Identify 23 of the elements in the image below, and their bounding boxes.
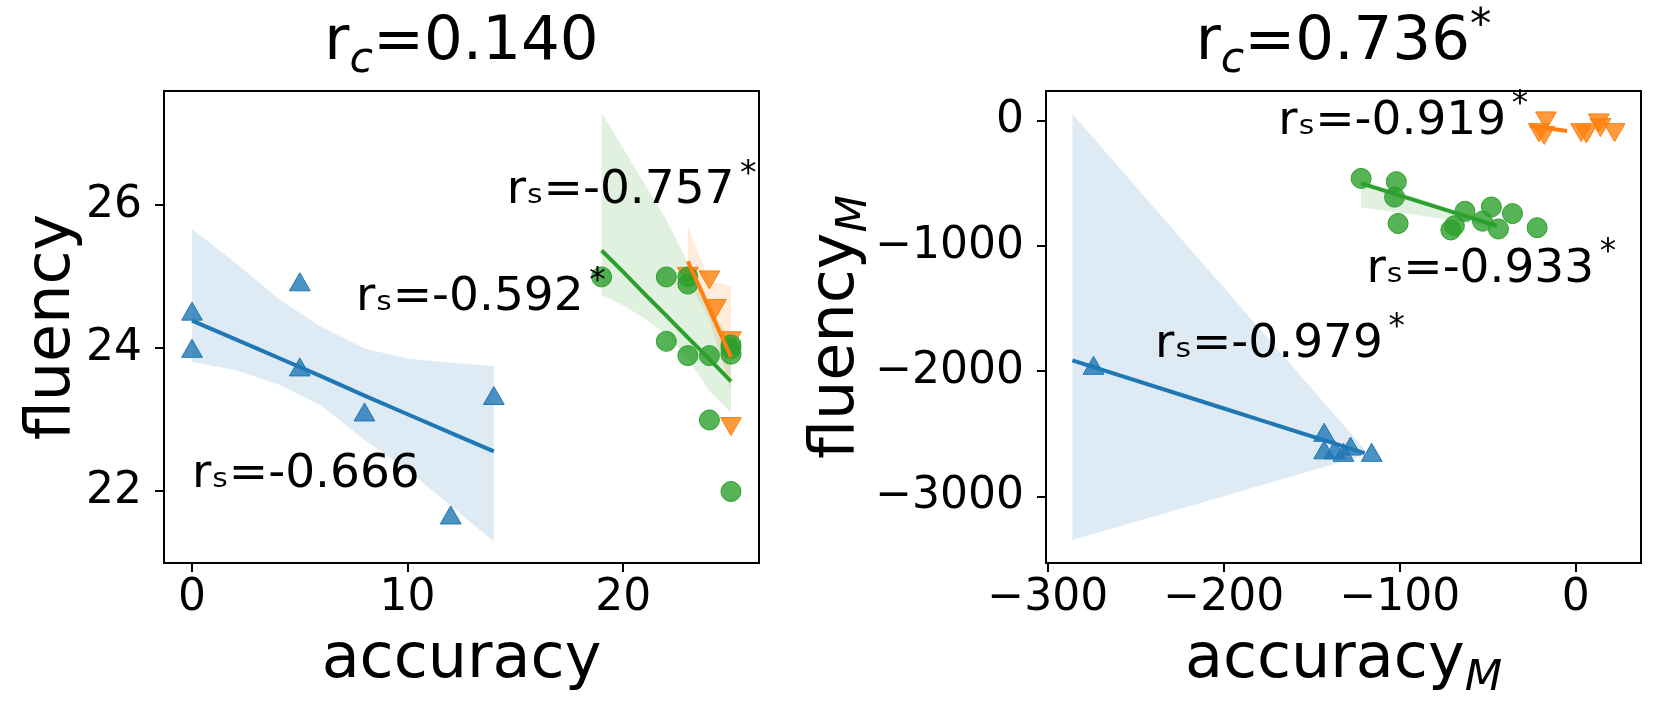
annotation: rₛ=-0.979*: [1155, 306, 1405, 368]
x-tick-label: −200: [1163, 569, 1285, 621]
chart-title: r$_{c}$=0.140: [323, 2, 600, 83]
x-tick-label: 20: [595, 569, 652, 621]
x-axis-title: accuracy: [320, 619, 603, 692]
y-tick-label: 24: [86, 318, 142, 370]
y-tick-label: −2000: [875, 341, 1024, 393]
annotation: rₛ=-0.757*: [506, 152, 757, 215]
x-tick-label: −300: [987, 569, 1109, 621]
chart-title: r$_{c}$=0.736$^{*}$: [1194, 0, 1493, 83]
y-tick-label: −1000: [875, 216, 1024, 268]
x-tick-label: 10: [379, 569, 436, 621]
x-tick-label: 0: [1561, 569, 1590, 621]
x-tick-label: 0: [178, 569, 207, 621]
y-axis-title: fluency: [11, 213, 84, 441]
y-tick-label: −3000: [875, 467, 1024, 519]
annotation: rₛ=-0.666: [191, 443, 420, 499]
y-tick-label: 22: [86, 461, 142, 513]
x-tick-label: −100: [1339, 569, 1461, 621]
x-axis-title: accuracy$_{M}$: [1183, 619, 1504, 701]
annotation: rₛ=-0.933*: [1366, 230, 1617, 293]
y-tick-label: 26: [86, 175, 142, 227]
y-tick-label: 0: [996, 91, 1024, 143]
